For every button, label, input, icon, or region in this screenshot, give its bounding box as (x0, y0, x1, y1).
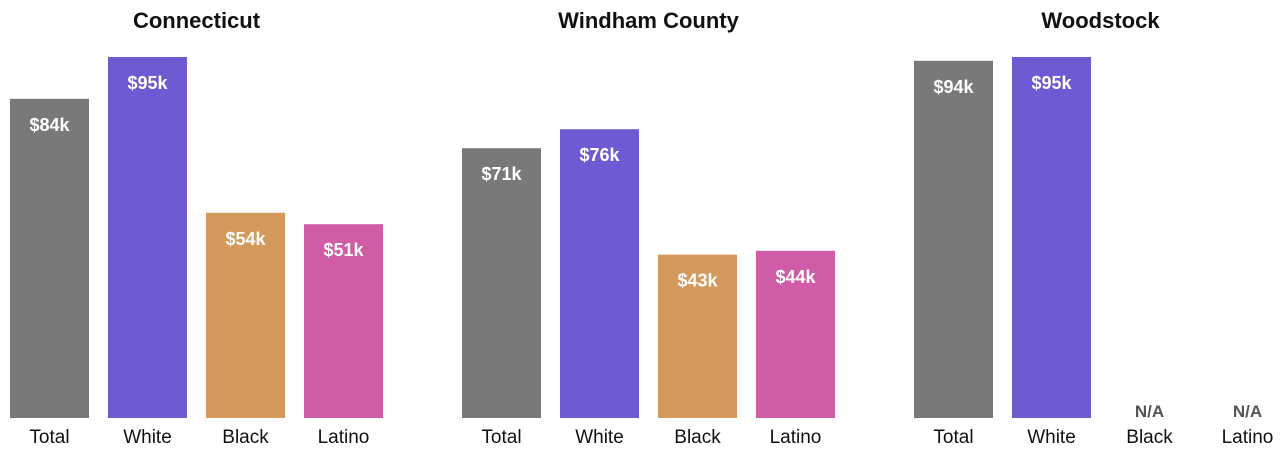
category-label: Latino (318, 427, 370, 448)
value-label: $95k (127, 73, 168, 93)
bar-total (914, 60, 993, 419)
category-label: Latino (770, 427, 822, 448)
bar-total (10, 98, 89, 419)
value-label: $44k (775, 267, 816, 287)
category-label: White (123, 427, 172, 448)
bar-black (206, 212, 285, 418)
value-label: $71k (481, 164, 522, 184)
category-label: Black (674, 427, 721, 448)
value-label: $95k (1031, 73, 1072, 93)
na-label: N/A (1135, 402, 1164, 421)
bar-white (560, 129, 639, 418)
chart-title: Windham County (558, 8, 739, 33)
bar-white (108, 57, 187, 418)
na-label: N/A (1233, 402, 1262, 421)
category-label: Black (222, 427, 269, 448)
category-label: Total (933, 427, 973, 448)
bar-black (658, 254, 737, 418)
value-label: $84k (29, 115, 70, 135)
bar-latino (304, 224, 383, 418)
bar-total (462, 148, 541, 418)
category-label: White (575, 427, 624, 448)
category-label: Total (29, 427, 69, 448)
panel-2: Woodstock $94k Total $95k White N/A Black N/A La… (914, 8, 1273, 448)
panel-0: Connecticut $84k Total $95k White $54k Black $5… (10, 8, 383, 448)
chart-title: Woodstock (1041, 8, 1160, 33)
value-label: $76k (579, 145, 620, 165)
value-label: $43k (677, 271, 718, 291)
category-label: Total (481, 427, 521, 448)
value-label: $94k (933, 77, 974, 97)
category-label: Latino (1222, 427, 1274, 448)
category-label: Black (1126, 427, 1173, 448)
value-label: $54k (225, 229, 266, 249)
chart-title: Connecticut (133, 8, 261, 33)
category-label: White (1027, 427, 1076, 448)
panel-1: Windham County $71k Total $76k White $43k Blac… (462, 8, 835, 448)
value-label: $51k (323, 240, 364, 260)
bar-latino (756, 250, 835, 418)
bar-white (1012, 57, 1091, 418)
